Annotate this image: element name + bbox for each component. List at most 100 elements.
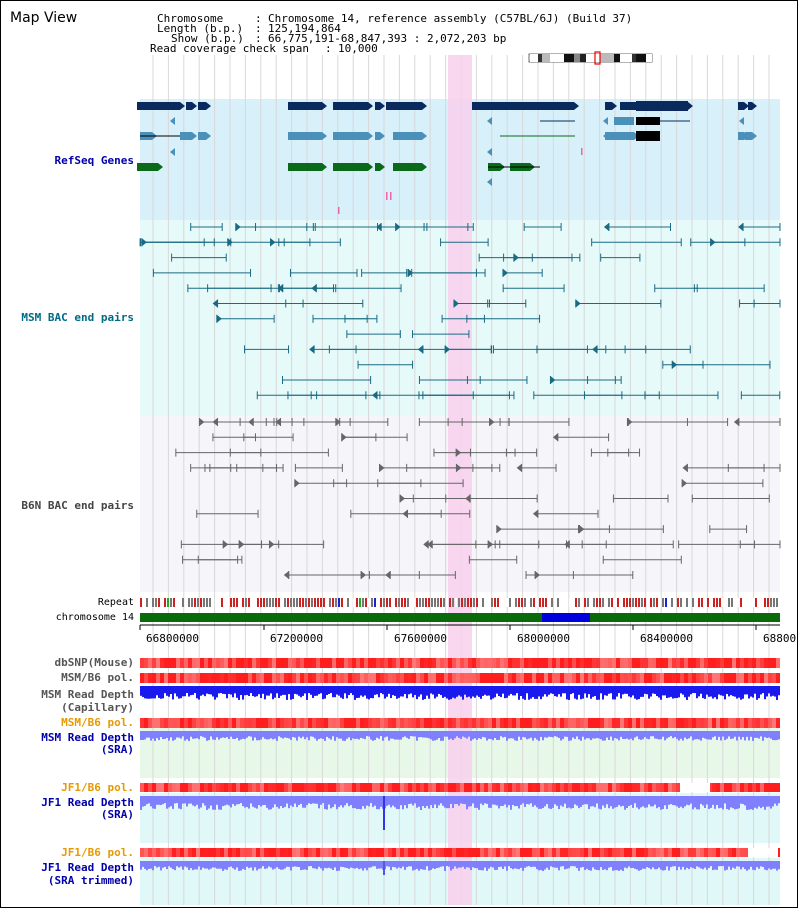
dbsnp-heat-cell <box>160 658 164 668</box>
jf1-trim-depth-bar <box>768 861 770 869</box>
axis-tick-1: 66800000 <box>146 632 199 645</box>
msm-cap-depth-bar <box>412 686 414 698</box>
repeat-mark <box>704 598 706 607</box>
jf1-pol-heat-cell <box>220 783 224 792</box>
msm-cap-depth-bar <box>754 686 756 694</box>
msm-cap-depth-bar <box>298 686 300 696</box>
repeat-mark <box>389 598 391 607</box>
msm-sra-depth-bar <box>388 731 390 741</box>
axis-tick-3: 67600000 <box>394 632 447 645</box>
msm-cap-depth-bar <box>758 686 760 699</box>
jf1-depth-bar <box>522 796 524 804</box>
msm-sra-depth-bar <box>210 731 212 737</box>
jf1-trim-depth-bar <box>500 861 502 867</box>
jf1-depth-bar <box>464 796 466 805</box>
msm-sra-depth-bar <box>166 731 168 738</box>
jf1-trim-label-1[interactable]: JF1 Read Depth <box>41 861 134 874</box>
repeat-mark <box>152 598 154 607</box>
jf1-depth-bar <box>440 796 442 804</box>
jf1-trim-depth-bar <box>652 861 654 868</box>
gene-arrow <box>380 102 385 110</box>
refseq-track-label[interactable]: RefSeq Genes <box>54 154 134 167</box>
dbsnp-track-label[interactable]: dbSNP(Mouse) <box>54 656 134 669</box>
jf1-pol-heat-cell <box>712 783 716 792</box>
gene-arrow <box>192 132 197 140</box>
jf1-depth-bar <box>296 796 298 808</box>
msm-cap-depth-bar <box>206 686 208 694</box>
dbsnp-heat-cell <box>412 658 416 668</box>
jf1-pol-heat-cell <box>448 783 452 792</box>
jf1-trim-depth-bar <box>268 861 270 867</box>
msm-sra-depth-bar <box>246 731 248 738</box>
msm-cap-depth-bar <box>614 686 616 700</box>
jf1-trim-depth-bar <box>328 861 330 868</box>
jf1-trim-depth-bar <box>776 861 778 871</box>
b6n-bac-track-label[interactable]: B6N BAC end pairs <box>21 499 134 512</box>
msm-read-cap-label-1[interactable]: MSM Read Depth <box>41 688 134 701</box>
jf1-pol-track-label[interactable]: JF1/B6 pol. <box>61 781 134 794</box>
msm-read-sra-label-1[interactable]: MSM Read Depth <box>41 731 134 744</box>
jf1-pol2-heat-cell <box>528 848 532 857</box>
msm-pol2-heat-cell <box>452 718 456 728</box>
jf1-depth-bar <box>578 796 580 809</box>
msm-pol2-heat-cell <box>468 718 472 728</box>
repeat-mark <box>560 598 562 607</box>
jf1-depth-bar <box>356 796 358 809</box>
dbsnp-heat-cell <box>448 658 452 668</box>
jf1-trim-depth-bar <box>630 861 632 869</box>
jf1-pol2-heat-cell <box>400 848 404 857</box>
colon-4: : <box>325 42 332 55</box>
jf1-pol-heat-cell <box>148 783 152 792</box>
jf1-trim-depth-bar <box>290 861 292 871</box>
msm-sra-depth-bar <box>194 731 196 739</box>
msm-pol-2-track-label[interactable]: MSM/B6 pol. <box>61 716 134 729</box>
msm-pol2-heat-cell <box>472 718 476 728</box>
msm-pol-heat-cell <box>688 673 692 683</box>
jf1-depth-bar <box>444 796 446 808</box>
msm-pol-heat-cell <box>188 673 192 683</box>
msm-sra-depth-bar <box>518 731 520 737</box>
jf1-pol-heat-cell <box>464 783 468 792</box>
jf1-depth-bar <box>546 796 548 805</box>
msm-sra-depth-bar <box>258 731 260 741</box>
jf1-read-label-1[interactable]: JF1 Read Depth <box>41 796 134 809</box>
msm-pol-heat-cell <box>392 673 396 683</box>
jf1-depth-bar <box>222 796 224 807</box>
msm-pol2-heat-cell <box>640 718 644 728</box>
msm-sra-depth-bar <box>268 731 270 740</box>
msm-pol2-heat-cell <box>676 718 680 728</box>
jf1-depth-bar <box>648 796 650 805</box>
jf1-trim-depth-bar <box>704 861 706 868</box>
msm-sra-depth-bar <box>394 731 396 740</box>
jf1-depth-bar <box>614 796 616 808</box>
msm-sra-depth-bar <box>738 731 740 737</box>
msm-cap-depth-bar <box>756 686 758 700</box>
repeat-mark <box>401 598 403 607</box>
msm-cap-depth-bar <box>600 686 602 694</box>
jf1-pol-2-track-label[interactable]: JF1/B6 pol. <box>61 846 134 859</box>
msm-pol2-heat-cell <box>488 718 492 728</box>
repeat-mark <box>638 598 640 607</box>
jf1-trim-depth-bar <box>344 861 346 868</box>
jf1-depth-bar <box>518 796 520 809</box>
b6n-bac-arrow <box>379 463 385 472</box>
jf1-pol2-heat-cell <box>264 848 268 857</box>
msm-bac-track-label[interactable]: MSM BAC end pairs <box>21 311 134 324</box>
msm-pol2-heat-cell <box>316 718 320 728</box>
axis-tick-2: 67200000 <box>270 632 323 645</box>
jf1-depth-bar <box>208 796 210 809</box>
msm-pol-heat-cell <box>200 673 204 683</box>
dbsnp-heat-cell <box>356 658 360 668</box>
msm-pol-track-label[interactable]: MSM/B6 pol. <box>61 671 134 684</box>
msm-pol-heat-cell <box>772 673 776 683</box>
dbsnp-heat-cell <box>720 658 724 668</box>
show-label: Show (b.p.) <box>171 32 244 45</box>
jf1-trim-depth-bar <box>274 861 276 869</box>
msm-pol2-heat-cell <box>396 718 400 728</box>
msm-sra-depth-bar <box>590 731 592 741</box>
msm-cap-depth-bar <box>580 686 582 700</box>
jf1-pol2-heat-cell <box>304 848 308 857</box>
jf1-trim-depth-bar <box>302 861 304 870</box>
jf1-pol-heat-cell <box>752 783 756 792</box>
